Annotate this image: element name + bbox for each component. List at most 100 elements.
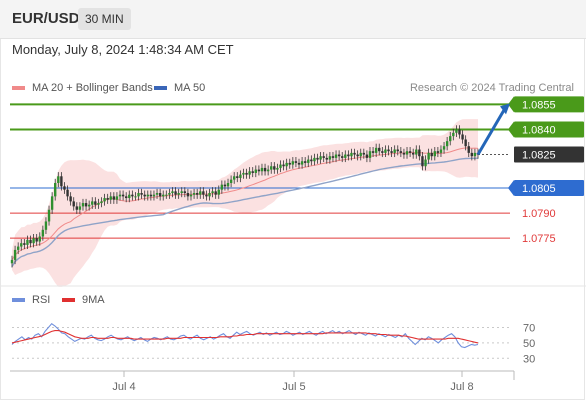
candle	[152, 194, 156, 197]
level-pointer-0	[508, 96, 514, 113]
ma20-label: MA 20 + Bollinger Bands	[32, 82, 153, 94]
candle	[350, 152, 353, 157]
candle	[257, 169, 261, 172]
candle	[205, 194, 208, 197]
candle	[137, 193, 140, 197]
candle	[75, 206, 79, 210]
candle	[20, 243, 23, 247]
candle	[50, 196, 54, 210]
candle	[192, 193, 196, 195]
candle	[415, 149, 418, 155]
candle	[100, 201, 103, 204]
candle	[168, 193, 171, 195]
candle	[368, 151, 372, 158]
candle	[405, 151, 409, 155]
candle	[337, 154, 341, 157]
symbol-label: EUR/USD	[12, 10, 80, 27]
candle	[140, 193, 143, 195]
candle	[273, 166, 276, 170]
level-box-1	[514, 121, 584, 138]
candle	[341, 156, 344, 158]
candle	[282, 164, 285, 167]
candle	[384, 149, 387, 153]
level-label-4: 1.0790	[522, 208, 556, 220]
candle	[84, 203, 88, 207]
candle	[29, 239, 32, 244]
candle	[455, 129, 458, 133]
candle	[353, 152, 356, 155]
candle	[378, 147, 381, 152]
candle	[445, 141, 449, 147]
candle	[60, 176, 63, 187]
candle	[180, 191, 183, 194]
rsi-tick-label: 30	[523, 353, 535, 365]
candle	[72, 201, 75, 207]
level-pointer-3	[508, 180, 514, 196]
candle	[263, 167, 267, 172]
candle	[288, 162, 291, 165]
candle	[390, 151, 393, 153]
candle	[418, 149, 421, 157]
rsi-9ma-line	[11, 330, 479, 344]
candle	[260, 167, 264, 172]
candle	[291, 161, 295, 165]
candle	[165, 194, 168, 196]
legend-9ma: 9MA	[62, 294, 105, 306]
9ma-swatch	[62, 298, 75, 302]
x-tick-label: Jul 8	[450, 381, 473, 393]
candle	[359, 152, 362, 157]
candle	[91, 201, 94, 205]
candle	[381, 151, 384, 153]
candle	[251, 171, 254, 173]
candle	[411, 152, 415, 155]
candle	[81, 203, 85, 207]
candle	[186, 193, 190, 197]
candle	[421, 156, 424, 167]
candle	[143, 194, 146, 197]
candle	[13, 249, 17, 260]
legend-ma50: MA 50	[154, 82, 205, 94]
candle	[356, 154, 359, 157]
candle	[189, 194, 193, 197]
candle	[162, 194, 165, 197]
candle	[396, 149, 399, 152]
level-box-3	[514, 180, 584, 196]
level-box-2	[514, 146, 584, 163]
candle	[47, 209, 51, 222]
candle	[232, 176, 236, 180]
candle	[66, 189, 69, 197]
interval-button[interactable]: 30 MIN	[78, 8, 131, 30]
candle	[118, 194, 122, 197]
legend-rsi: RSI	[12, 294, 50, 306]
candle	[242, 172, 245, 175]
candle	[458, 129, 461, 135]
candle	[436, 151, 440, 153]
rsi-tick-label: 70	[523, 323, 535, 335]
top-bar: EUR/USD 30 MIN	[0, 0, 586, 39]
candle	[331, 156, 335, 158]
candle	[41, 229, 45, 237]
candle	[69, 196, 72, 202]
rsi-tick-label: 50	[523, 338, 535, 350]
x-tick-label: Jul 5	[282, 381, 305, 393]
candle	[208, 193, 211, 197]
candle	[248, 171, 251, 175]
candle	[399, 151, 403, 153]
candle	[26, 239, 29, 245]
candle	[276, 167, 279, 170]
candle	[202, 191, 205, 195]
level-label-5: 1.0775	[522, 233, 556, 245]
candle	[174, 191, 177, 195]
candle	[316, 157, 319, 160]
candle	[461, 134, 464, 140]
candle	[199, 191, 202, 195]
level-label-3: 1.0805	[522, 183, 556, 195]
candle	[285, 162, 288, 167]
candle	[177, 193, 180, 195]
candle	[344, 154, 347, 158]
ma50-line	[11, 157, 479, 267]
level-label-2: 1.0825	[522, 150, 556, 162]
candle	[313, 157, 316, 162]
ma20-swatch	[12, 86, 25, 90]
